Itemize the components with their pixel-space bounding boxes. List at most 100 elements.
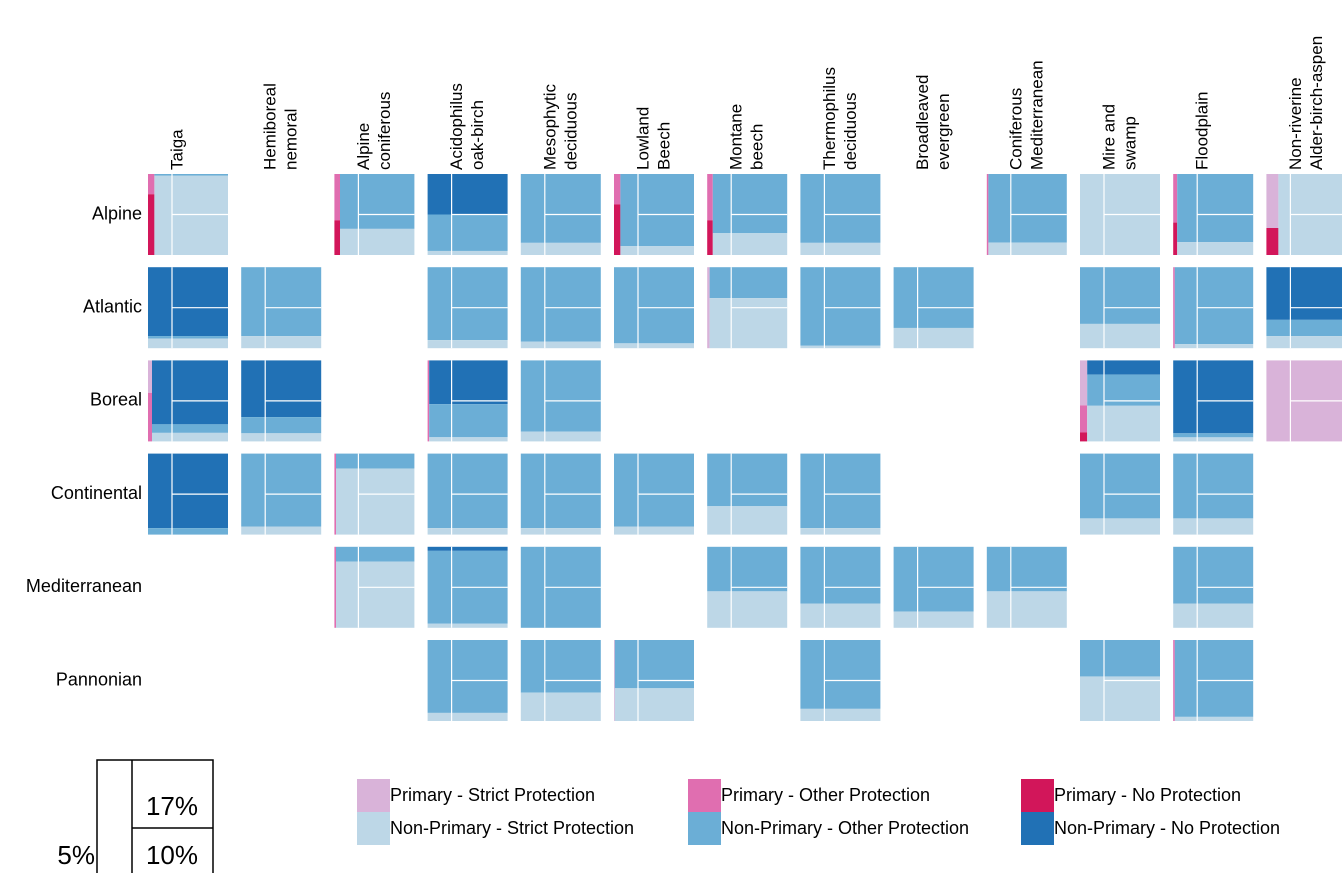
mosaic-cell xyxy=(154,175,228,255)
mosaic-cell xyxy=(1266,228,1279,255)
mosaic-cell xyxy=(427,340,508,349)
mosaic-cell xyxy=(427,214,508,251)
mosaic-cell xyxy=(614,688,694,721)
mosaic-cell xyxy=(1173,174,1178,223)
column-label: oak-birch xyxy=(468,100,487,170)
row-label: Continental xyxy=(51,483,142,503)
legend-label: Non-Primary - Other Protection xyxy=(721,818,969,838)
mosaic-cell xyxy=(1173,360,1254,434)
mosaic-cell xyxy=(336,468,415,535)
column-label: Taiga xyxy=(167,129,186,170)
mosaic-cell xyxy=(707,591,788,628)
mosaic-cell xyxy=(1080,267,1160,324)
mosaic-cell xyxy=(241,417,322,434)
mosaic-cell xyxy=(1174,344,1254,349)
column-label: Alpine xyxy=(354,123,373,170)
mosaic-cell xyxy=(614,204,621,255)
mosaic-cell xyxy=(707,546,788,592)
mosaic-cell xyxy=(1174,716,1254,721)
mosaic-cell xyxy=(1173,453,1254,519)
column-label: Beech xyxy=(654,122,673,170)
mosaic-cell xyxy=(1266,174,1279,228)
mosaic-cell xyxy=(800,640,881,709)
mosaic-cell xyxy=(520,453,601,529)
mosaic-cell xyxy=(709,267,788,299)
mosaic-cell xyxy=(152,432,228,442)
mosaic-cell xyxy=(334,220,340,255)
mosaic-cell xyxy=(148,267,228,337)
mosaic-cell xyxy=(620,246,694,255)
mosaic-cell xyxy=(520,341,601,349)
mosaic-cell xyxy=(800,345,881,349)
mosaic-cell xyxy=(986,546,1067,592)
mosaic-cell xyxy=(427,528,508,535)
mosaic-cell xyxy=(1266,319,1342,337)
column-label: Mire and xyxy=(1099,104,1118,170)
legend-label: Non-Primary - No Protection xyxy=(1054,818,1280,838)
mosaic-cell xyxy=(1174,267,1254,345)
mosaic-cell xyxy=(241,267,322,337)
column-label: beech xyxy=(748,124,767,170)
mosaic-cell xyxy=(614,453,694,527)
mosaic-cell xyxy=(707,267,710,349)
mosaic-cell xyxy=(520,692,601,721)
mosaic-cell xyxy=(1080,323,1160,349)
mosaic-cell xyxy=(336,453,415,469)
mosaic-cell xyxy=(148,174,155,195)
mosaic-cell xyxy=(988,242,1067,255)
mosaic-cell xyxy=(800,453,881,529)
key-label: 17% xyxy=(146,791,198,821)
mosaic-cell xyxy=(336,561,415,628)
mosaic-cell xyxy=(241,526,322,535)
legend-swatch xyxy=(1021,779,1054,812)
mosaic-cell xyxy=(986,174,989,255)
mosaic-cell xyxy=(614,174,621,205)
key-label: 5% xyxy=(57,840,95,870)
mosaic-cell xyxy=(893,546,974,612)
mosaic-cell xyxy=(709,298,788,349)
mosaic-cell xyxy=(614,267,694,344)
mosaic-cell xyxy=(241,360,322,418)
mosaic-cell xyxy=(154,174,228,176)
mosaic-cell xyxy=(427,174,508,215)
mosaic-cell xyxy=(334,174,340,221)
mosaic-cell xyxy=(148,392,152,442)
column-label: deciduous xyxy=(841,92,860,170)
mosaic-cell xyxy=(712,174,788,234)
mosaic-cell xyxy=(148,528,228,535)
mosaic-cell xyxy=(520,528,601,535)
legend-swatch xyxy=(1021,812,1054,845)
mosaic-cell xyxy=(427,267,508,341)
column-label: Floodplain xyxy=(1193,92,1212,170)
mosaic-cell xyxy=(429,360,508,405)
mosaic-cell xyxy=(1266,336,1342,349)
mosaic-cell xyxy=(340,174,415,229)
legend-swatch xyxy=(688,812,721,845)
mosaic-cell xyxy=(427,546,508,551)
mosaic-cell xyxy=(893,327,974,349)
mosaic-cell xyxy=(1080,518,1160,535)
mosaic-cell xyxy=(1173,267,1175,349)
legend-label: Primary - Other Protection xyxy=(721,785,930,805)
column-label: Alder-birch-aspen xyxy=(1307,36,1326,170)
mosaic-cell xyxy=(800,242,881,255)
mosaic-cell xyxy=(148,336,228,339)
mosaic-cell xyxy=(241,336,322,349)
mosaic-cell xyxy=(148,338,228,349)
column-label: deciduous xyxy=(561,92,580,170)
mosaic-cell xyxy=(1173,603,1254,628)
mosaic-cell xyxy=(336,546,415,562)
mosaic-cell xyxy=(1266,267,1342,320)
mosaic-cell xyxy=(986,591,1067,628)
mosaic-cell xyxy=(427,640,508,713)
mosaic-cell xyxy=(1177,174,1254,243)
mosaic-cell xyxy=(152,360,228,425)
mosaic-cell xyxy=(1173,222,1178,255)
mosaic-cell xyxy=(1173,437,1254,442)
mosaic-cell xyxy=(893,611,974,628)
mosaic-cell xyxy=(520,174,601,243)
mosaic-cell xyxy=(427,360,430,442)
legend-label: Primary - Strict Protection xyxy=(390,785,595,805)
row-label: Boreal xyxy=(90,390,142,410)
